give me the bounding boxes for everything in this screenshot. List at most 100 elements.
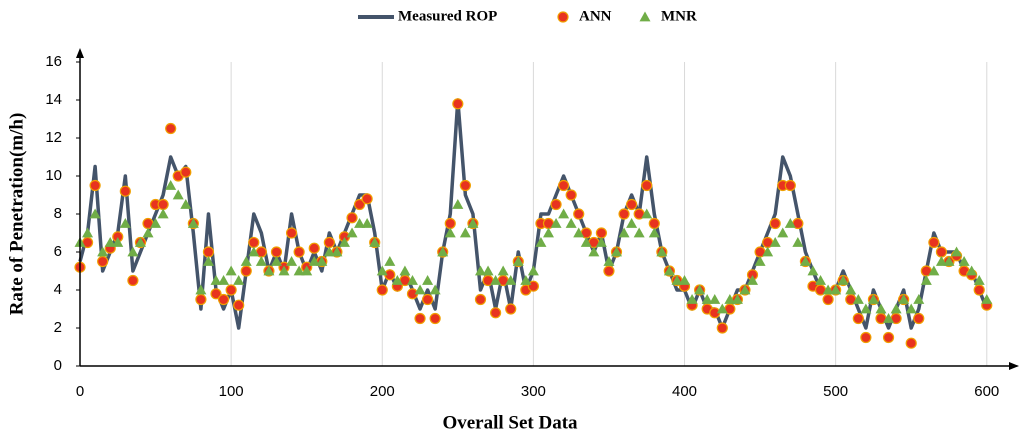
- ann-point: [210, 288, 222, 300]
- y-axis-arrow: [76, 48, 84, 58]
- ann-point: [595, 227, 607, 239]
- mnr-point: [142, 227, 154, 238]
- mnr-point: [406, 275, 418, 285]
- ann-point: [973, 284, 985, 296]
- mnr-point: [422, 275, 434, 285]
- ann-point: [565, 189, 577, 201]
- mnr-point: [482, 265, 494, 276]
- mnr-point: [595, 237, 607, 247]
- ann-point: [376, 284, 388, 296]
- ann-point: [270, 246, 283, 258]
- mnr-point: [172, 189, 184, 200]
- mnr-point: [792, 237, 804, 247]
- x-axis-arrow: [1009, 362, 1019, 370]
- mnr-point: [784, 218, 796, 228]
- ann-point: [641, 179, 653, 192]
- mnr-point: [573, 227, 585, 238]
- ann-point: [784, 179, 796, 192]
- y-tick-label: 16: [45, 53, 62, 70]
- mnr-point: [376, 265, 388, 276]
- mnr-point: [883, 313, 895, 323]
- y-axis-title: Rate of Penetration(m/h): [6, 113, 27, 316]
- y-tick-label: 14: [45, 91, 62, 108]
- mnr-point: [437, 246, 449, 257]
- mnr-point: [648, 227, 660, 238]
- mnr-point: [845, 284, 857, 295]
- ann-point: [618, 208, 630, 220]
- mnr-point: [663, 265, 675, 276]
- mnr-point: [497, 265, 509, 276]
- mnr-point: [958, 256, 970, 266]
- y-tick-label: 12: [45, 129, 62, 146]
- mnr-point: [935, 256, 947, 266]
- mnr-point: [920, 275, 932, 285]
- ann-point: [573, 208, 585, 220]
- ann-point: [490, 307, 502, 319]
- mnr-point: [240, 256, 252, 266]
- mnr-point: [611, 246, 623, 257]
- mnr-point: [588, 246, 600, 257]
- mnr-point: [248, 246, 260, 257]
- x-tick-label: 300: [521, 383, 546, 400]
- mnr-point: [187, 218, 199, 228]
- mnr-point: [112, 237, 124, 247]
- mnr-point: [278, 265, 290, 276]
- mnr-point: [626, 218, 638, 228]
- ann-point: [444, 217, 456, 230]
- ann-point: [414, 312, 426, 325]
- ann-point: [769, 217, 781, 230]
- mnr-point: [459, 227, 471, 238]
- mnr-point: [701, 294, 713, 304]
- mnr-point: [104, 237, 116, 247]
- ann-point: [157, 198, 169, 211]
- mnr-point: [301, 265, 313, 276]
- mnr-point: [709, 294, 721, 304]
- ann-point: [935, 246, 948, 258]
- mnr-point: [913, 294, 925, 304]
- mnr-point: [762, 246, 774, 257]
- mnr-point: [255, 256, 267, 266]
- mnr-point: [777, 227, 789, 238]
- ann-point: [452, 98, 464, 110]
- ann-point: [293, 246, 305, 258]
- mnr-point: [716, 303, 728, 314]
- mnr-point: [550, 218, 562, 228]
- x-tick-label: 600: [974, 383, 999, 400]
- ann-point: [97, 255, 109, 268]
- mnr-point: [603, 256, 615, 266]
- mnr-point: [134, 237, 146, 247]
- mnr-point: [225, 265, 237, 276]
- mnr-point: [346, 227, 358, 238]
- ann-point: [474, 293, 487, 306]
- mnr-point: [898, 294, 910, 304]
- mnr-point: [369, 237, 381, 247]
- mnr-point: [399, 265, 411, 276]
- mnr-point: [565, 218, 577, 228]
- y-tick-label: 4: [54, 281, 62, 298]
- mnr-point: [452, 199, 464, 209]
- ann-point: [233, 299, 245, 311]
- mnr-point: [89, 208, 101, 219]
- mnr-point: [905, 303, 917, 314]
- mnr-point: [867, 294, 879, 304]
- mnr-point: [490, 275, 502, 285]
- ann-point: [248, 236, 260, 249]
- mnr-point: [384, 256, 396, 266]
- mnr-point: [150, 218, 162, 228]
- ann-point: [202, 246, 215, 258]
- y-tick-label: 0: [54, 357, 62, 374]
- mnr-point: [119, 218, 131, 228]
- ann-point: [308, 242, 320, 254]
- mnr-point: [127, 246, 139, 257]
- x-tick-label: 0: [76, 383, 84, 400]
- ann-point: [527, 280, 539, 292]
- legend-label: MNR: [661, 8, 697, 24]
- mnr-point: [852, 294, 864, 304]
- ann-point: [905, 337, 917, 349]
- mnr-point: [731, 294, 743, 304]
- ann-point: [459, 179, 471, 192]
- mnr-point: [82, 227, 94, 238]
- mnr-point: [444, 227, 456, 238]
- mnr-point: [671, 275, 683, 285]
